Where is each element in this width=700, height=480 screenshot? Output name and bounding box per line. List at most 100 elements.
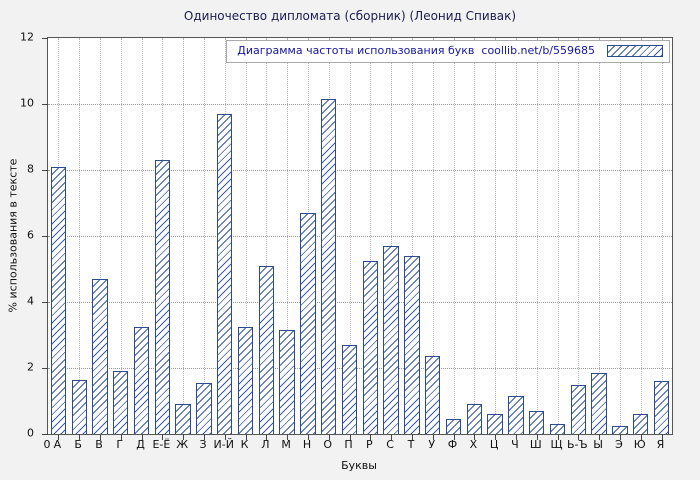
bar-slot	[422, 38, 443, 434]
bar-slot	[194, 38, 215, 434]
gridline	[495, 38, 497, 434]
legend-link: coollib.net/b/559685	[481, 44, 595, 57]
gridline	[599, 38, 601, 434]
y-tick-mark	[42, 236, 48, 237]
x-tick-mark	[474, 434, 476, 440]
bar	[508, 396, 524, 434]
bar-slot	[277, 38, 298, 434]
x-tick-label: Ю	[633, 438, 646, 451]
bar-slot	[610, 38, 631, 434]
y-tick-label: 0	[27, 426, 34, 440]
gridline	[48, 103, 672, 105]
x-axis-label: Буквы	[341, 459, 377, 472]
x-tick-label: И-Й	[213, 438, 234, 451]
x-tick-label: Д	[136, 438, 145, 451]
bar-slot	[131, 38, 152, 434]
x-tick-label: Ь-Ъ	[566, 438, 588, 451]
gridline	[100, 38, 101, 434]
gridline	[287, 38, 289, 434]
gridline	[516, 38, 517, 434]
bar	[196, 382, 212, 434]
x-tick-mark	[141, 434, 143, 440]
x-tick-label: С	[386, 438, 394, 451]
bar	[258, 265, 275, 434]
bar-slot	[485, 38, 506, 434]
bar-slot	[651, 38, 672, 434]
gridline	[120, 38, 122, 434]
bar	[529, 410, 545, 434]
bar	[92, 278, 108, 434]
x-tick-label: Ш	[529, 438, 542, 451]
x-tick-label: Т	[407, 438, 415, 451]
bar-slot	[402, 38, 423, 434]
bar-slot	[464, 38, 485, 434]
x-tick-mark	[495, 434, 497, 440]
y-tick-label: 12	[20, 30, 34, 44]
bar	[383, 245, 399, 434]
plot-area: Диаграмма частоты использования букв coo…	[42, 37, 673, 440]
bar	[425, 356, 441, 434]
bar	[445, 419, 462, 434]
x-tick-label: Г	[116, 438, 124, 451]
bar-slot	[547, 38, 568, 434]
bar-slot	[568, 38, 589, 434]
x-tick-label: З	[199, 438, 207, 451]
bar-slot	[360, 38, 381, 434]
x-tick-label: Э	[615, 438, 623, 451]
x-tick-mark	[58, 434, 60, 440]
y-tick-mark	[42, 103, 48, 105]
gridline	[412, 38, 413, 434]
bar-slot	[235, 38, 256, 434]
bar-slot	[589, 38, 610, 434]
x-tick-mark	[640, 434, 642, 440]
x-tick-mark	[183, 434, 185, 440]
bar-slot	[630, 38, 651, 434]
x-tick-mark	[328, 434, 330, 440]
gridline	[474, 38, 476, 434]
x-tick-label: Р	[366, 438, 373, 451]
x-tick-mark	[453, 434, 455, 440]
bar-slot	[152, 38, 173, 434]
y-tick-mark	[42, 169, 48, 171]
x-tick-mark	[308, 434, 309, 440]
bar	[404, 255, 420, 434]
x-tick-mark	[620, 434, 621, 440]
bar	[362, 260, 379, 434]
x-tick-label: Х	[469, 438, 478, 451]
gridline	[370, 38, 372, 434]
bar-slot	[506, 38, 527, 434]
x-tick-mark	[100, 434, 101, 440]
bar	[570, 384, 586, 434]
x-tick-mark	[599, 434, 601, 440]
bar	[549, 424, 566, 434]
x-tick-mark	[79, 434, 81, 440]
bar	[487, 414, 503, 434]
gridline	[620, 38, 621, 434]
gridline	[48, 169, 672, 171]
gridline	[557, 38, 559, 434]
gridline	[204, 38, 205, 434]
bar-slot	[214, 38, 235, 434]
bar-slot	[90, 38, 111, 434]
bar	[237, 326, 254, 434]
x-tick-mark	[245, 434, 247, 440]
y-tick-label: 8	[27, 162, 34, 176]
gridline	[48, 236, 672, 237]
y-tick-mark	[42, 368, 48, 369]
bar	[175, 404, 191, 434]
x-tick-label: К	[240, 438, 249, 451]
bar	[321, 99, 337, 434]
bar-slot	[339, 38, 360, 434]
chart-title: Одиночество дипломата (сборник) (Леонид …	[183, 9, 517, 23]
gridline	[245, 38, 247, 434]
x-tick-mark	[224, 434, 226, 440]
gridline	[661, 38, 663, 434]
y-tick-label: 10	[20, 96, 34, 110]
y-tick-mark	[42, 434, 48, 435]
bar-slot	[110, 38, 131, 434]
x-axis-origin-label: 0	[43, 438, 51, 451]
x-tick-label: Б	[74, 438, 82, 451]
x-tick-mark	[349, 434, 351, 440]
x-tick-label: Е-Ё	[152, 438, 171, 451]
